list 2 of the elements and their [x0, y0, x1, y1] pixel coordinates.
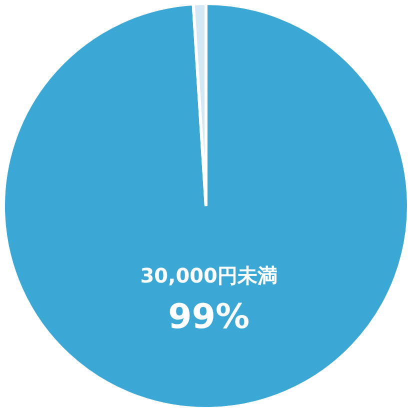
slice-label: 30,000円未満	[140, 263, 278, 288]
data-label: 99%	[168, 296, 250, 337]
